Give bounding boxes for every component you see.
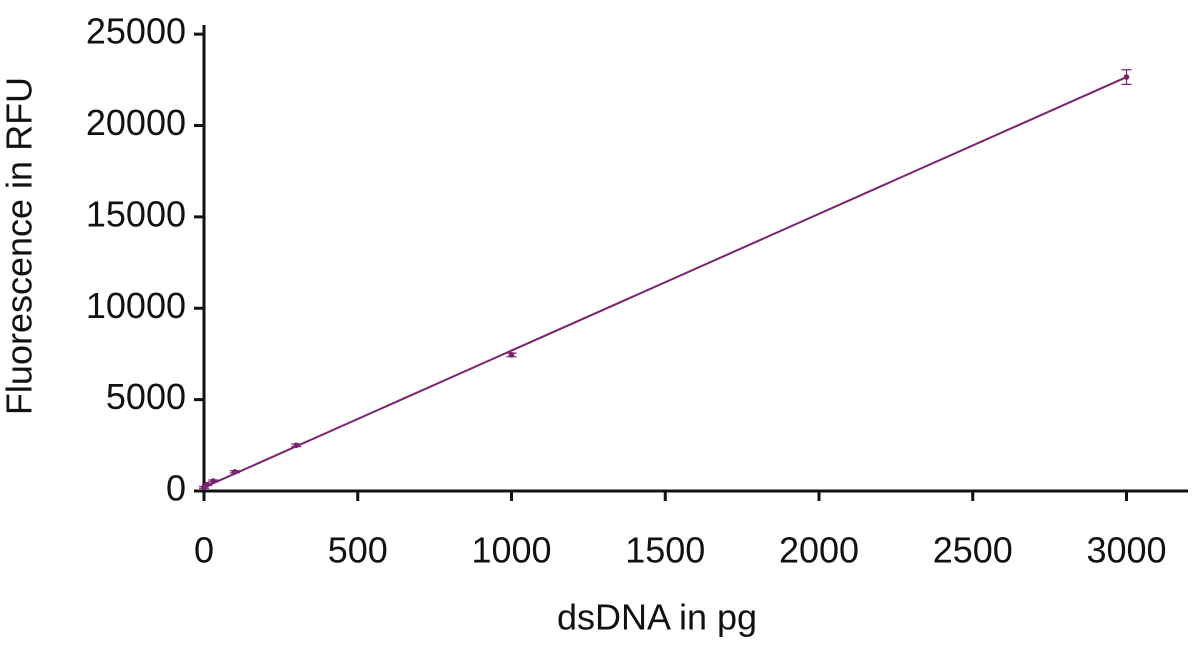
x-axis-label: dsDNA in pg	[557, 597, 757, 638]
point	[508, 352, 515, 358]
y-axis-label: Fluorescence in RFU	[0, 77, 40, 415]
x-tick-label: 500	[328, 530, 388, 571]
y-tick-label: 10000	[86, 285, 186, 326]
point	[293, 442, 300, 449]
fit-line	[203, 76, 1127, 489]
y-tick-label: 20000	[86, 102, 186, 143]
point	[231, 469, 238, 475]
point	[204, 481, 210, 488]
y-tick-label: 15000	[86, 193, 186, 234]
point	[1123, 74, 1130, 80]
x-tick-label: 1500	[625, 530, 705, 571]
x-tick-label: 2000	[779, 530, 859, 571]
point	[210, 478, 217, 484]
y-tick-label: 0	[166, 468, 186, 509]
x-tick-label: 1000	[471, 530, 551, 571]
x-tick-label: 2500	[933, 530, 1013, 571]
x-tick-label: 0	[194, 530, 214, 571]
x-tick-label: 3000	[1086, 530, 1166, 571]
y-tick-label: 25000	[86, 11, 186, 52]
y-tick-label: 5000	[106, 376, 186, 417]
